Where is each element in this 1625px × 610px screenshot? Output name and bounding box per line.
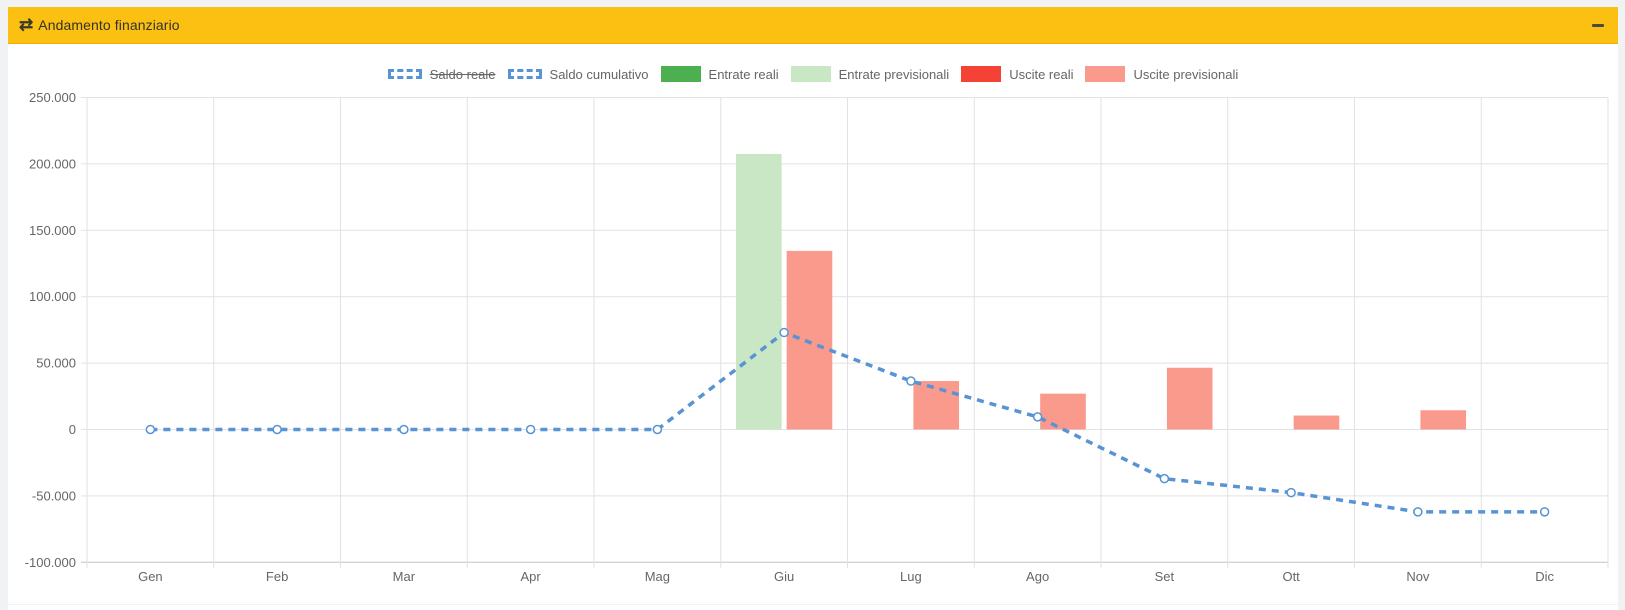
y-axis-tick-label: 150.000 bbox=[29, 223, 76, 238]
bar-uscite-previsionali-set bbox=[1166, 367, 1213, 430]
legend-label: Uscite previsionali bbox=[1133, 66, 1239, 82]
data-point-mar bbox=[399, 424, 409, 435]
legend-label: Entrate reali bbox=[708, 66, 779, 82]
widget-header: ⇄ Andamento finanziario bbox=[8, 7, 1618, 44]
legend-swatch-saldo-cumulativo bbox=[507, 69, 542, 79]
y-axis-tick-label: 50.000 bbox=[36, 356, 76, 371]
bar-uscite-previsionali-lug bbox=[913, 381, 960, 430]
x-axis-tick-label: Feb bbox=[266, 569, 288, 584]
y-axis-tick-label: 0 bbox=[69, 422, 76, 437]
x-axis-tick-label: Mar bbox=[393, 569, 416, 584]
legend-item-uscite-previsionali[interactable]: Uscite previsionali bbox=[1085, 66, 1238, 82]
collapse-panel-button[interactable] bbox=[1588, 15, 1608, 35]
bar-uscite-previsionali-ott bbox=[1293, 415, 1340, 430]
next-panel-edge bbox=[8, 605, 1618, 610]
legend-item-saldo-reale[interactable]: Saldo reale bbox=[387, 66, 496, 82]
x-axis-tick-label: Giu bbox=[774, 569, 794, 584]
widget-title: Andamento finanziario bbox=[38, 17, 180, 33]
legend-label: Saldo reale bbox=[429, 66, 496, 82]
legend-label: Uscite reali bbox=[1009, 66, 1074, 82]
data-point-nov bbox=[1413, 507, 1423, 517]
chart-legend: Saldo reale Saldo cumulativo Entrate reali… bbox=[8, 66, 1618, 82]
data-point-feb bbox=[272, 424, 282, 435]
swap-arrows-icon: ⇄ bbox=[19, 14, 34, 34]
data-point-set bbox=[1159, 473, 1170, 484]
x-axis-tick-label: Set bbox=[1155, 569, 1175, 584]
y-axis-tick-label: -100.000 bbox=[25, 555, 76, 570]
legend-label: Entrate previsionali bbox=[838, 66, 950, 82]
data-point-mag bbox=[652, 424, 663, 435]
x-axis-tick-label: Dic bbox=[1535, 569, 1554, 584]
data-point-lug bbox=[906, 376, 916, 386]
bars-uscite-previsionali bbox=[786, 250, 1467, 430]
legend-swatch-saldo-reale bbox=[387, 69, 422, 79]
bar-uscite-previsionali-nov bbox=[1420, 410, 1467, 430]
legend-label: Saldo cumulativo bbox=[549, 66, 649, 82]
bar-entrate-previsionali-giu bbox=[735, 153, 782, 430]
x-axis-labels: Gen Feb Mar Apr Mag Giu Lug Ago Set Ott Nov Dic bbox=[138, 569, 1554, 584]
data-point-dic bbox=[1539, 507, 1550, 517]
bars-entrate-previsionali bbox=[735, 153, 782, 430]
x-axis-tick-label: Nov bbox=[1406, 569, 1430, 584]
legend-swatch-entrate-previsionali bbox=[790, 66, 831, 82]
data-point-ago bbox=[1032, 412, 1043, 422]
legend-swatch-uscite-reali bbox=[961, 66, 1002, 82]
data-point-giu bbox=[779, 327, 789, 338]
data-point-ott bbox=[1286, 487, 1296, 498]
line-saldo-cumulativo bbox=[150, 330, 1545, 514]
y-axis-tick-label: 200.000 bbox=[29, 156, 76, 171]
chart-area: 250.000 200.000 150.000 100.000 50.000 0 -50.0… bbox=[8, 44, 1618, 604]
x-axis-tick-label: Lug bbox=[900, 569, 922, 584]
y-axis-tick-label: 250.000 bbox=[29, 90, 76, 105]
x-axis-tick-label: Apr bbox=[521, 569, 542, 584]
y-axis-tick-label: -50.000 bbox=[32, 488, 76, 503]
data-point-gen bbox=[145, 424, 156, 435]
legend-item-entrate-previsionali[interactable]: Entrate previsionali bbox=[790, 66, 950, 82]
y-axis-tick-label: 100.000 bbox=[29, 289, 76, 304]
legend-item-uscite-reali[interactable]: Uscite reali bbox=[961, 66, 1073, 82]
bar-uscite-previsionali-ago bbox=[1040, 393, 1086, 430]
x-axis-tick-label: Mag bbox=[645, 569, 670, 584]
x-axis-tick-label: Gen bbox=[138, 569, 163, 584]
x-grid bbox=[86, 97, 1609, 569]
legend-swatch-entrate-reali bbox=[660, 66, 701, 82]
x-axis-tick-label: Ott bbox=[1282, 569, 1300, 584]
x-axis-tick-label: Ago bbox=[1026, 569, 1049, 584]
bar-uscite-previsionali-giu bbox=[786, 250, 833, 430]
financial-trend-widget: ⇄ Andamento finanziario 250.000 200.000 15… bbox=[8, 7, 1618, 604]
financial-chart: 250.000 200.000 150.000 100.000 50.000 0 -50.0… bbox=[25, 90, 1609, 584]
data-point-apr bbox=[525, 424, 536, 435]
minus-icon bbox=[1592, 23, 1604, 27]
legend-swatch-uscite-previsionali bbox=[1085, 66, 1126, 82]
legend-item-saldo-cumulativo[interactable]: Saldo cumulativo bbox=[507, 66, 649, 82]
legend-item-entrate-reali[interactable]: Entrate reali bbox=[660, 66, 779, 82]
points-saldo-cumulativo bbox=[145, 327, 1550, 517]
